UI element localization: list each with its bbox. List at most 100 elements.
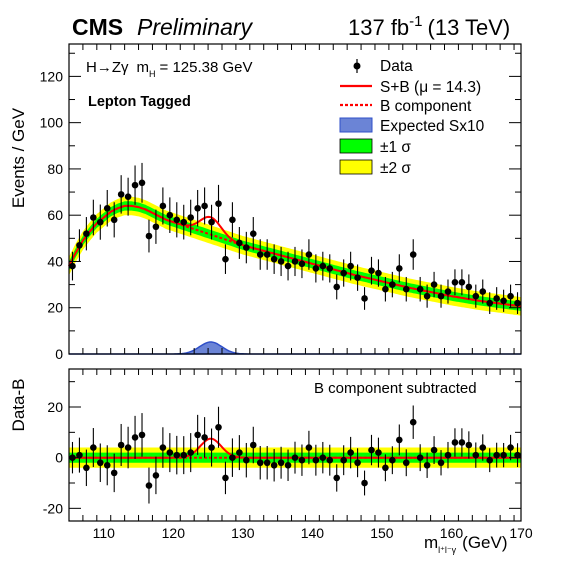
data-point-marker (222, 255, 229, 263)
legend-b-label: B component (380, 98, 472, 115)
ratio-point (451, 428, 459, 457)
data-point (270, 244, 278, 274)
data-point (507, 284, 514, 308)
ratio-point-marker (389, 456, 396, 464)
ratio-point-marker (110, 469, 118, 477)
ratio-point-marker (215, 423, 222, 431)
ratio-frame (68, 368, 522, 522)
data-point (166, 197, 174, 234)
data-point (493, 287, 500, 310)
data-point (124, 177, 132, 216)
data-point-marker (284, 262, 292, 270)
data-point-marker (396, 265, 403, 272)
ratio-point-marker (319, 454, 327, 461)
ratio-point (340, 445, 347, 476)
ratio-point-marker (340, 456, 347, 464)
data-point-marker (361, 295, 368, 302)
ratio-point-marker (236, 449, 243, 456)
main-frame (68, 43, 522, 355)
ratio-point (208, 428, 215, 467)
data-point-marker (382, 285, 389, 293)
data-point (333, 274, 341, 300)
data-point (284, 251, 292, 281)
lumi-value: 137 fb (348, 15, 409, 40)
data-point (409, 239, 417, 270)
ratio-point-marker (375, 449, 382, 456)
legend-signal-swatch (339, 117, 373, 133)
data-point-marker (76, 241, 83, 249)
data-point-marker (423, 292, 431, 300)
ratio-point-marker (180, 451, 188, 459)
ratio-point-marker (465, 441, 473, 449)
ratio-point (173, 435, 181, 475)
data-point (444, 279, 452, 304)
data-point-marker (347, 262, 354, 270)
data-point-marker (201, 202, 208, 210)
x-tick-label: 140 (301, 525, 325, 541)
ratio-point (458, 428, 466, 457)
data-point-marker (458, 278, 466, 286)
ratio-point-marker (159, 444, 167, 451)
data-point (430, 271, 438, 298)
ratio-point-marker (103, 461, 111, 469)
data-point-marker (138, 179, 146, 187)
ratio-point (291, 441, 299, 474)
data-point (69, 251, 76, 281)
legend-sb-label: S+B (μ = 14.3) (380, 79, 481, 96)
data-point-marker (110, 216, 118, 224)
ratio-point (486, 448, 494, 473)
ratio-point-marker (291, 454, 299, 461)
data-point-marker (409, 251, 417, 258)
data-point (326, 254, 334, 283)
category-label: Lepton Tagged (88, 94, 191, 110)
ratio-point (103, 445, 111, 486)
legend-data-label: Data (380, 58, 413, 75)
data-point-marker (236, 239, 243, 247)
ratio-point-marker (326, 456, 334, 464)
data-point (76, 229, 83, 262)
y-tick-label-ratio: -20 (43, 500, 63, 516)
ratio-point (131, 415, 139, 459)
data-point (110, 202, 118, 238)
ratio-point-marker (152, 472, 160, 479)
ratio-point (333, 464, 341, 492)
data-point-marker (333, 283, 341, 291)
ratio-point (347, 436, 354, 469)
ratio-point (110, 453, 118, 493)
ratio-point-marker (430, 446, 438, 454)
data-point-marker (96, 218, 104, 226)
ratio-point (138, 413, 146, 457)
data-point-marker (166, 211, 174, 219)
data-point (340, 259, 347, 287)
data-point-marker (215, 200, 222, 207)
data-point (472, 284, 480, 308)
data-point-marker (430, 281, 438, 288)
ratio-point (507, 434, 514, 461)
data-point (159, 187, 167, 225)
data-point-marker (305, 251, 313, 258)
ratio-point-marker (124, 444, 132, 451)
data-point (83, 217, 90, 251)
y-tick-label-main: 0 (55, 346, 63, 362)
ratio-point-marker (208, 444, 215, 451)
y-axis-title-ratio: Data-B (9, 379, 28, 432)
ratio-point-marker (382, 464, 389, 472)
process-label: H→Zγ mH = 125.38 GeV (86, 59, 253, 79)
ratio-point (229, 438, 236, 477)
ratio-point (465, 431, 473, 459)
ratio-point (83, 449, 90, 487)
data-point-marker (291, 258, 299, 265)
data-point-marker (472, 292, 480, 300)
ratio-point (117, 423, 125, 467)
process-arrow: → (97, 59, 112, 76)
data-point-marker (493, 295, 500, 302)
data-point-marker (354, 274, 361, 281)
data-point-marker (465, 283, 473, 291)
ratio-point-marker (500, 451, 507, 459)
ratio-point-marker (145, 482, 153, 489)
energy-label: (13 TeV) (428, 15, 511, 40)
ratio-point (187, 433, 194, 473)
data-point-marker (402, 285, 410, 293)
data-point (256, 239, 264, 270)
ratio-point (256, 446, 264, 480)
